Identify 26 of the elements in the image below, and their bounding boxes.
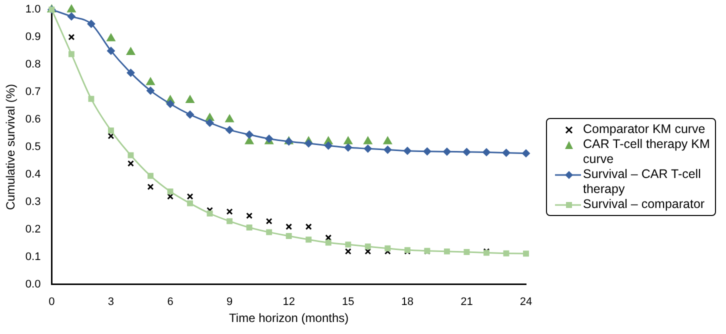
y-axis-title: Cumulative survival (%) bbox=[4, 84, 18, 210]
x-tick-label: 3 bbox=[108, 296, 114, 308]
x-axis-title: Time horizon (months) bbox=[229, 311, 349, 326]
legend-label: Comparator KM curve bbox=[583, 122, 706, 137]
y-tick-label: 0.0 bbox=[25, 278, 41, 290]
y-tick-label: 0.1 bbox=[25, 250, 41, 263]
x-tick-label: 24 bbox=[520, 296, 532, 308]
y-tick-label: 0.4 bbox=[25, 168, 41, 181]
y-tick-label: 1.0 bbox=[25, 4, 41, 16]
legend-label: CAR T-cell therapy KM curve bbox=[583, 137, 711, 167]
x-tick-label: 18 bbox=[401, 296, 414, 308]
y-tick-label: 0.7 bbox=[25, 86, 41, 98]
legend-label: Survival – comparator bbox=[583, 197, 705, 212]
x-tick-label: 15 bbox=[342, 296, 354, 308]
x-tick-label: 6 bbox=[167, 296, 174, 308]
y-tick-label: 0.9 bbox=[25, 31, 41, 44]
x-tick-label: 9 bbox=[226, 296, 233, 308]
x-tick-label: 21 bbox=[460, 296, 473, 308]
y-tick-label: 0.8 bbox=[25, 58, 41, 71]
legend-label: Survival – CAR T-cell therapy bbox=[583, 167, 702, 197]
y-tick-label: 0.5 bbox=[25, 141, 41, 154]
x-tick-label: 0 bbox=[48, 296, 55, 308]
y-tick-label: 0.2 bbox=[25, 223, 41, 236]
x-tick-label: 12 bbox=[282, 296, 295, 308]
y-tick-label: 0.3 bbox=[25, 196, 41, 208]
y-tick-label: 0.6 bbox=[25, 114, 41, 126]
